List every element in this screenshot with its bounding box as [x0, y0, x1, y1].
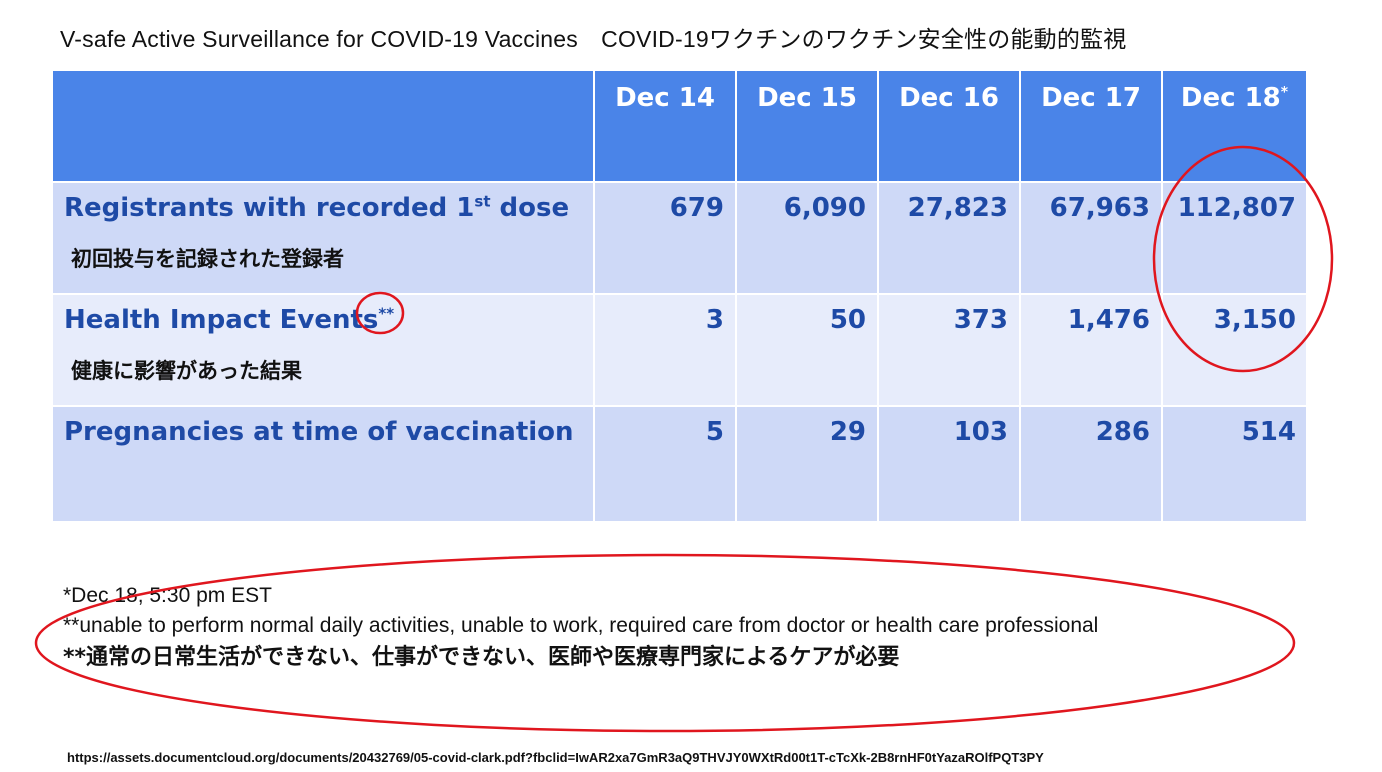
footnotes: *Dec 18, 5:30 pm EST **unable to perform… — [63, 582, 1098, 674]
table-cell: 3 — [595, 295, 737, 407]
table-cell: 67,963 — [1021, 183, 1163, 295]
header-cell-dec16: Dec 16 — [879, 71, 1021, 183]
header-date: Dec 18 — [1180, 83, 1281, 113]
row-label-japanese: 健康に影響があった結果 — [71, 359, 302, 383]
cell-value: 286 — [1095, 417, 1150, 447]
slide-title: V-safe Active Surveillance for COVID-19 … — [60, 26, 1127, 52]
footnote-time: *Dec 18, 5:30 pm EST — [63, 584, 272, 607]
table-cell: 5 — [595, 407, 737, 521]
header-cell-dec18: Dec 18* — [1163, 71, 1306, 183]
footnote-definition: **unable to perform normal daily activit… — [63, 614, 1099, 637]
row-label-sup: st — [474, 192, 491, 211]
row-label-cell-registrants: Registrants with recorded 1st dose 初回投与を… — [53, 183, 595, 295]
cell-value: 6,090 — [783, 193, 866, 223]
table-cell: 679 — [595, 183, 737, 295]
cell-value: 1,476 — [1067, 305, 1150, 335]
source-url[interactable]: https://assets.documentcloud.org/documen… — [67, 750, 1044, 765]
row-label-text-post: dose — [490, 193, 570, 223]
row-label-cell-health-impact: Health Impact Events** 健康に影響があった結果 — [53, 295, 595, 407]
cell-value: 679 — [669, 193, 724, 223]
row-label: Registrants with recorded 1st dose — [64, 193, 569, 223]
cell-value: 50 — [829, 305, 866, 335]
table-cell: 1,476 — [1021, 295, 1163, 407]
table-cell: 112,807 — [1163, 183, 1306, 295]
row-label-cell-pregnancies: Pregnancies at time of vaccination — [53, 407, 595, 521]
header-footnote-marker: * — [1280, 84, 1289, 101]
row-label-text: Registrants with recorded 1 — [64, 193, 475, 223]
header-cell-dec15: Dec 15 — [737, 71, 879, 183]
row-label-text: Pregnancies at time of vaccination — [64, 417, 574, 447]
cell-value: 67,963 — [1049, 193, 1150, 223]
cell-value: 5 — [705, 417, 724, 447]
cell-value: 27,823 — [907, 193, 1008, 223]
header-cell-dec14: Dec 14 — [595, 71, 737, 183]
table-cell: 3,150 — [1163, 295, 1306, 407]
header-date: Dec 14 — [615, 83, 715, 113]
row-label-text: Health Impact Events — [64, 305, 379, 335]
cell-value: 514 — [1241, 417, 1296, 447]
cell-value: 373 — [953, 305, 1008, 335]
cell-value: 29 — [829, 417, 866, 447]
cell-value: 3 — [705, 305, 724, 335]
table-cell: 50 — [737, 295, 879, 407]
footnote-definition-japanese: **通常の日常生活ができない、仕事ができない、医師や医療専門家によるケアが必要 — [63, 645, 900, 670]
surveillance-table: Dec 14 Dec 15 Dec 16 Dec 17 Dec 18* Regi… — [53, 71, 1306, 521]
table-cell: 373 — [879, 295, 1021, 407]
header-date: Dec 15 — [757, 83, 857, 113]
table-cell: 514 — [1163, 407, 1306, 521]
row-label-japanese: 初回投与を記録された登録者 — [71, 247, 344, 271]
row-label: Pregnancies at time of vaccination — [64, 417, 574, 447]
header-cell-dec17: Dec 17 — [1021, 71, 1163, 183]
cell-value: 3,150 — [1213, 305, 1296, 335]
cell-value: 103 — [953, 417, 1008, 447]
table-cell: 286 — [1021, 407, 1163, 521]
header-corner-cell — [53, 71, 595, 183]
table-cell: 29 — [737, 407, 879, 521]
cell-value: 112,807 — [1177, 193, 1296, 223]
row-label: Health Impact Events** — [64, 305, 394, 335]
table-cell: 103 — [879, 407, 1021, 521]
header-date: Dec 17 — [1041, 83, 1141, 113]
row-label-sup: ** — [378, 304, 395, 323]
table-cell: 6,090 — [737, 183, 879, 295]
header-date: Dec 16 — [899, 83, 999, 113]
table-cell: 27,823 — [879, 183, 1021, 295]
